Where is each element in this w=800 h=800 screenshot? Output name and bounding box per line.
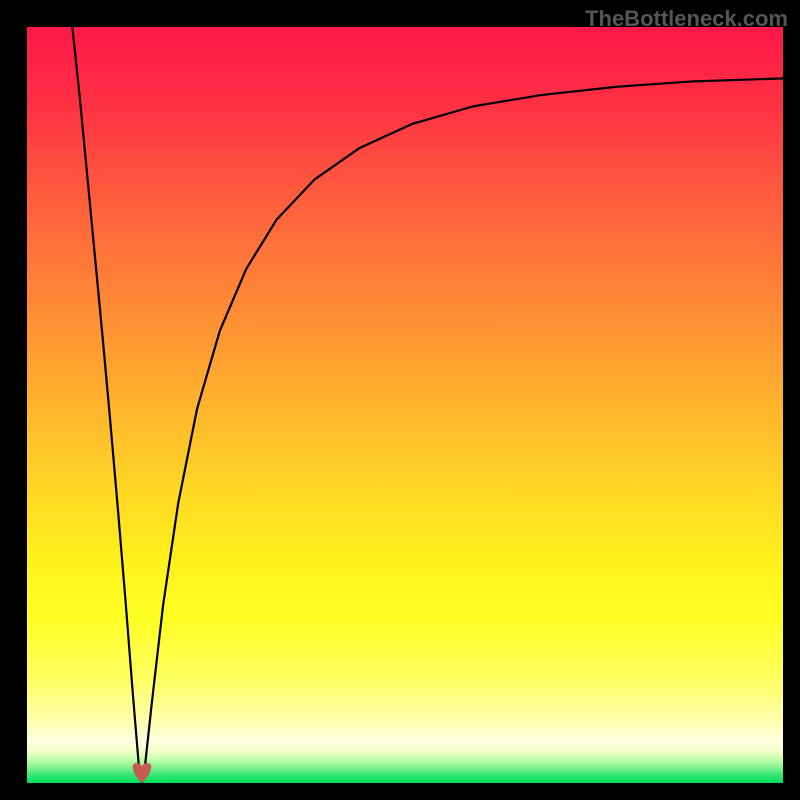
chart-frame <box>27 27 783 783</box>
chart-svg <box>27 27 783 783</box>
watermark-text: TheBottleneck.com <box>585 6 788 32</box>
gradient-background <box>27 27 783 783</box>
